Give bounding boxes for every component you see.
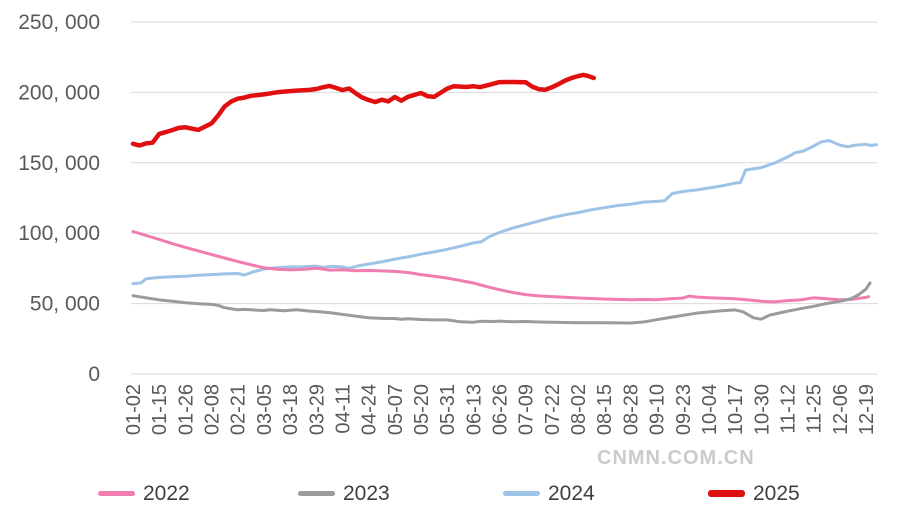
x-tick-label: 11-25 bbox=[804, 384, 826, 434]
x-tick-label: 11-12 bbox=[778, 384, 800, 434]
x-tick-label: 01-02 bbox=[123, 384, 145, 435]
x-tick-label: 10-17 bbox=[725, 384, 747, 435]
y-tick-label: 250, 000 bbox=[18, 11, 100, 34]
x-tick-label: 12-19 bbox=[856, 384, 878, 435]
x-tick-label: 03-05 bbox=[254, 384, 276, 435]
series-line-2022 bbox=[131, 230, 871, 304]
legend-item-2023: 2023 bbox=[298, 476, 390, 510]
x-tick-label: 10-30 bbox=[751, 384, 773, 435]
legend-item-2022: 2022 bbox=[98, 476, 190, 510]
y-tick-label: 100, 000 bbox=[18, 222, 100, 245]
x-tick-label: 06-13 bbox=[463, 384, 485, 435]
legend-label-2023: 2023 bbox=[343, 481, 390, 505]
legend-swatch-2023 bbox=[298, 490, 335, 496]
x-tick-label: 08-28 bbox=[620, 384, 642, 435]
x-tick-label: 09-10 bbox=[647, 384, 669, 435]
x-tick-label: 08-15 bbox=[594, 384, 616, 435]
x-tick-label: 01-26 bbox=[175, 384, 197, 435]
x-tick-label: 02-08 bbox=[202, 384, 224, 435]
legend: 2022 2023 2024 2025 bbox=[0, 476, 900, 510]
legend-item-2024: 2024 bbox=[503, 476, 595, 510]
x-tick-label: 04-11 bbox=[332, 384, 354, 434]
x-tick-label: 03-18 bbox=[280, 384, 302, 435]
watermark: CNMN.COM.CN bbox=[597, 447, 755, 469]
x-tick-label: 02-21 bbox=[228, 384, 250, 435]
x-tick-label: 10-04 bbox=[699, 384, 721, 435]
series-line-2023 bbox=[131, 281, 872, 325]
y-tick-label: 0 bbox=[88, 363, 100, 386]
x-tick-label: 07-22 bbox=[542, 384, 564, 435]
legend-label-2022: 2022 bbox=[143, 481, 190, 505]
legend-item-2025: 2025 bbox=[708, 476, 800, 510]
x-tick-label: 05-07 bbox=[385, 384, 407, 435]
x-tick-label: 12-06 bbox=[830, 384, 852, 435]
legend-swatch-2024 bbox=[503, 490, 540, 496]
legend-swatch-2025 bbox=[708, 489, 745, 497]
x-tick-label: 05-20 bbox=[411, 384, 433, 435]
legend-label-2024: 2024 bbox=[548, 481, 595, 505]
series-line-2024 bbox=[131, 139, 878, 286]
series-line-2025 bbox=[130, 72, 597, 148]
legend-swatch-2022 bbox=[98, 490, 135, 496]
y-tick-label: 50, 000 bbox=[30, 293, 100, 316]
x-tick-label: 01-15 bbox=[149, 384, 171, 435]
legend-label-2025: 2025 bbox=[753, 481, 800, 505]
x-tick-label: 03-29 bbox=[306, 384, 328, 435]
x-tick-label: 07-09 bbox=[516, 384, 538, 435]
y-tick-label: 200, 000 bbox=[18, 81, 100, 104]
x-tick-label: 09-23 bbox=[673, 384, 695, 435]
y-tick-label: 150, 000 bbox=[18, 152, 100, 175]
x-tick-label: 04-24 bbox=[359, 384, 381, 435]
x-tick-label: 08-02 bbox=[568, 384, 590, 435]
x-tick-label: 05-31 bbox=[437, 384, 459, 435]
x-tick-label: 06-26 bbox=[490, 384, 512, 435]
